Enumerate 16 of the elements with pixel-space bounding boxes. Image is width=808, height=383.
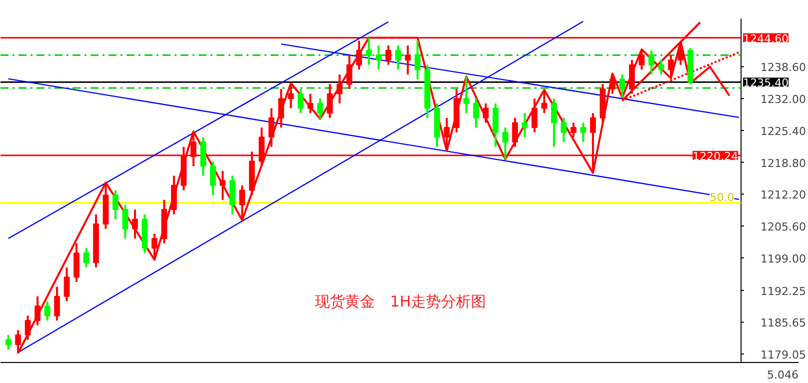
y-tick-label: 1212.20 [760, 188, 806, 202]
y-tick-label: 1199.00 [760, 252, 806, 266]
y-tick-label: 1225.40 [760, 124, 806, 138]
y-tick-label: 1205.60 [760, 220, 806, 234]
ref-line-label: 1235.40 [743, 76, 789, 90]
ref-line-label: 1244.60 [743, 32, 789, 46]
y-tick-label: 1179.05 [760, 348, 806, 362]
y-tick-label: 1192.25 [760, 284, 806, 298]
text: 5.046 [767, 368, 799, 382]
y-tick-label: 1238.60 [760, 61, 806, 74]
y-tick-label: 1232.00 [760, 93, 806, 106]
annotation: 50.0 [710, 190, 734, 204]
ref-line-label: 1220.24 [692, 150, 738, 163]
y-tick-label: 1185.65 [760, 316, 806, 330]
text: 现货黄金 1H走势分析图 [315, 292, 486, 310]
y-tick-label: 1218.80 [760, 156, 806, 170]
